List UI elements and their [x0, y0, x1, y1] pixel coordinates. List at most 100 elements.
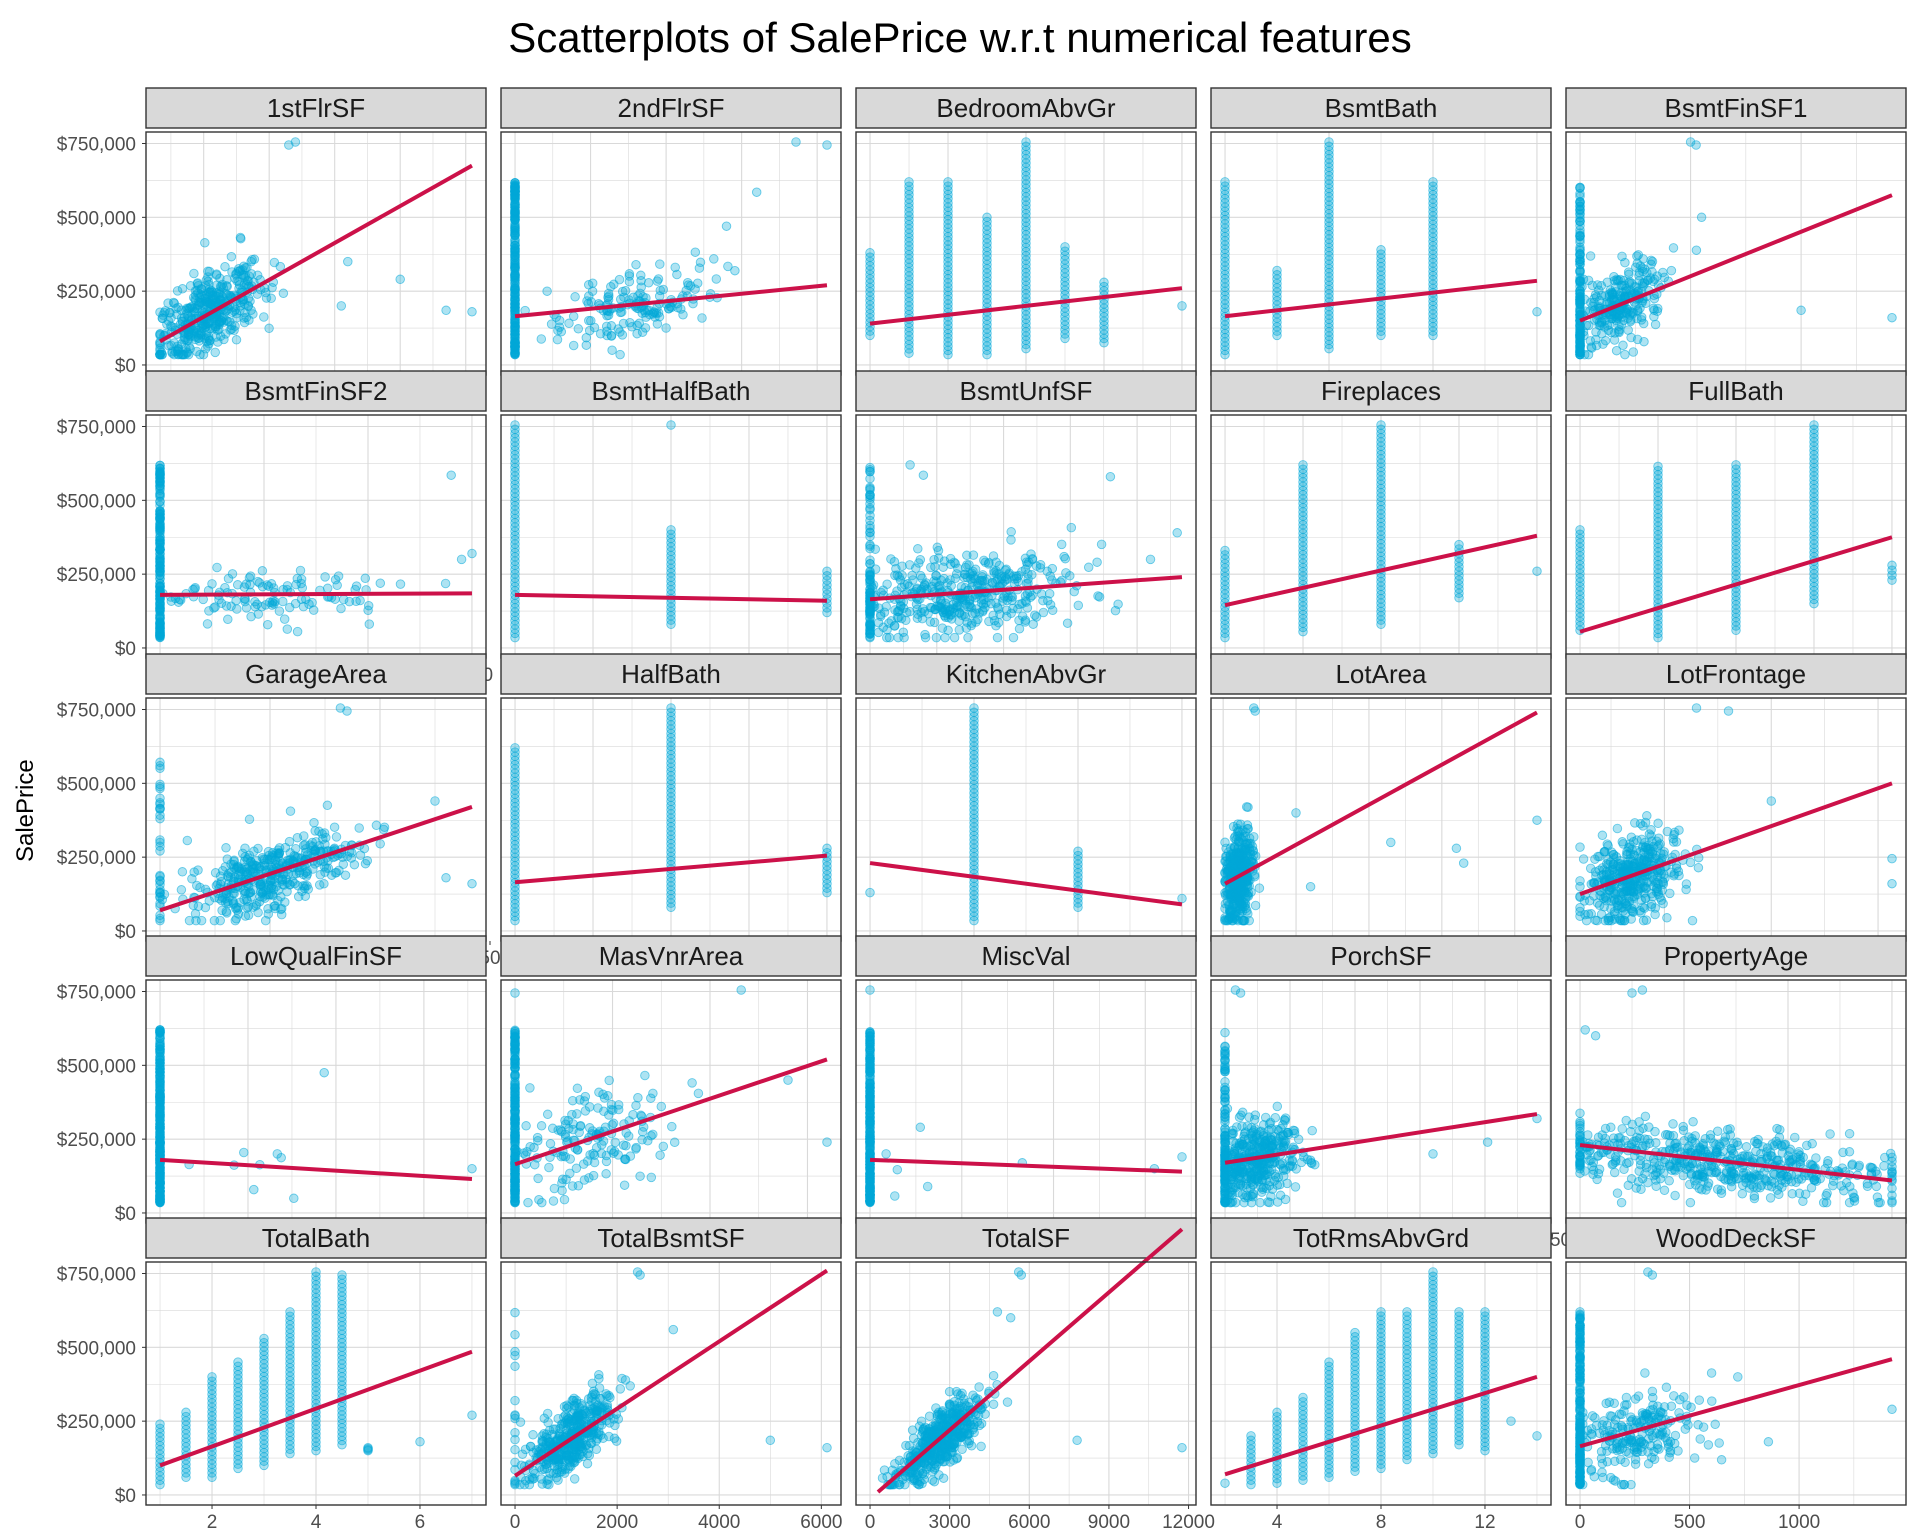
- data-point: [1691, 703, 1702, 713]
- data-point: [1617, 251, 1627, 262]
- data-point: [568, 340, 579, 351]
- data-point: [1096, 539, 1107, 550]
- data-point: [1092, 557, 1102, 567]
- data-point: [364, 619, 375, 629]
- data-point: [1172, 528, 1182, 538]
- y-tick-label: $500,000: [57, 208, 136, 229]
- data-point: [217, 905, 227, 916]
- data-point: [999, 591, 1010, 601]
- data-point: [989, 568, 999, 578]
- data-point: [213, 337, 223, 347]
- data-point: [1887, 878, 1897, 889]
- data-point: [193, 301, 203, 311]
- data-point: [1612, 823, 1623, 834]
- data-point: [1043, 596, 1053, 606]
- data-point: [189, 867, 199, 877]
- data-point: [198, 349, 209, 360]
- data-point: [1639, 854, 1649, 864]
- data-point: [268, 874, 278, 885]
- data-point: [219, 312, 229, 322]
- data-point: [229, 325, 239, 336]
- data-point: [603, 310, 614, 321]
- data-point: [791, 137, 801, 147]
- data-point: [993, 617, 1004, 628]
- data-point: [922, 584, 932, 595]
- data-point: [375, 578, 386, 588]
- data-points: [510, 137, 832, 360]
- facet-panel-FullBath: FullBath01234: [1565, 370, 1907, 686]
- data-point: [155, 469, 165, 479]
- data-point: [1585, 251, 1596, 261]
- data-point: [822, 843, 832, 854]
- data-point: [269, 599, 279, 609]
- data-point: [628, 292, 639, 303]
- data-point: [217, 865, 228, 876]
- data-point: [912, 604, 922, 615]
- data-point: [301, 871, 312, 881]
- data-point: [241, 312, 252, 323]
- facet-strip-label: LotFrontage: [1666, 659, 1806, 689]
- data-point: [583, 280, 594, 290]
- data-point: [1648, 303, 1659, 314]
- data-point: [1610, 328, 1620, 338]
- facet-panel-BsmtFinSF2: BsmtFinSF2050010001500$0$250,000$500,000…: [57, 370, 493, 686]
- data-point: [942, 578, 953, 588]
- data-point: [651, 308, 662, 318]
- data-point: [155, 841, 165, 852]
- data-point: [330, 594, 340, 604]
- data-point: [1047, 605, 1058, 616]
- data-point: [581, 332, 592, 343]
- data-point: [155, 781, 165, 792]
- data-point: [1628, 836, 1639, 847]
- data-point: [1687, 915, 1698, 926]
- data-point: [155, 480, 165, 491]
- data-point: [901, 607, 912, 618]
- data-point: [1021, 137, 1031, 147]
- facet-panel-BsmtBath: BsmtBath0123: [1210, 87, 1552, 403]
- data-point: [1666, 265, 1677, 276]
- data-point: [1638, 254, 1648, 264]
- data-point: [1605, 912, 1616, 922]
- data-point: [1061, 568, 1071, 578]
- data-point: [235, 232, 246, 243]
- data-point: [155, 618, 165, 629]
- data-point: [297, 886, 307, 897]
- data-point: [1024, 557, 1034, 568]
- data-point: [1662, 913, 1672, 923]
- y-tick-label: $0: [115, 922, 136, 943]
- data-point: [1575, 906, 1585, 917]
- data-point: [1066, 522, 1077, 533]
- data-point: [1220, 899, 1231, 909]
- data-point: [247, 254, 257, 265]
- data-point: [467, 548, 477, 559]
- regression-line: [159, 163, 473, 344]
- data-point: [355, 595, 365, 606]
- facet-strip-label: LowQualFinSF: [230, 941, 402, 971]
- data-point: [954, 625, 965, 635]
- data-point: [1305, 881, 1316, 892]
- data-point: [865, 492, 875, 503]
- data-point: [227, 569, 238, 579]
- data-point: [1647, 836, 1657, 846]
- data-point: [241, 603, 252, 613]
- data-point: [259, 312, 269, 322]
- data-point: [1006, 608, 1016, 619]
- data-point: [1454, 539, 1464, 550]
- data-point: [655, 259, 665, 269]
- data-point: [289, 850, 299, 861]
- data-point: [510, 743, 520, 753]
- data-point: [277, 879, 288, 890]
- data-point: [256, 865, 267, 876]
- data-point: [200, 238, 210, 248]
- data-point: [251, 901, 261, 911]
- data-point: [184, 915, 195, 926]
- data-point: [1650, 319, 1661, 330]
- data-point: [876, 609, 886, 620]
- data-point: [892, 586, 902, 596]
- data-point: [969, 703, 979, 713]
- data-point: [583, 298, 594, 309]
- data-point: [338, 594, 349, 605]
- data-point: [711, 274, 722, 284]
- data-point: [1231, 906, 1241, 916]
- data-point: [917, 573, 927, 584]
